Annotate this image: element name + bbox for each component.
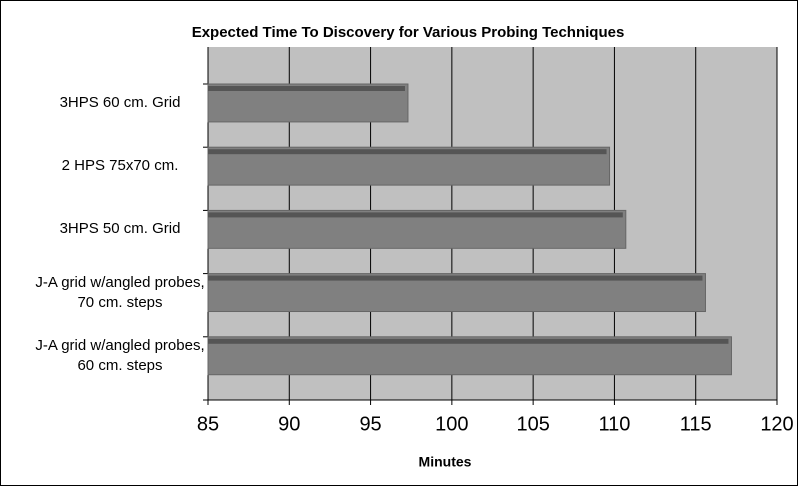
bar-highlight [208, 275, 703, 281]
bar-highlight [208, 212, 623, 218]
y-tick-label: J-A grid w/angled probes, 70 cm. steps [35, 273, 205, 311]
y-tick-label: 3HPS 50 cm. Grid [59, 220, 181, 238]
chart-title: Expected Time To Discovery for Various P… [192, 24, 625, 41]
x-tick-label: 110 [598, 413, 630, 435]
x-tick-label: 100 [435, 413, 468, 435]
y-tick-label: 2 HPS 75x70 cm. [61, 157, 179, 175]
bar-highlight [208, 149, 607, 155]
x-tick-label: 105 [516, 413, 549, 435]
x-tick-label: 115 [680, 413, 712, 435]
x-tick-label: 90 [278, 413, 300, 435]
bar-highlight [208, 338, 729, 344]
x-tick-label: 120 [760, 413, 793, 435]
y-tick-label: 3HPS 60 cm. Grid [59, 93, 181, 111]
x-axis-label: Minutes [419, 454, 472, 470]
bar-highlight [208, 86, 405, 91]
x-tick-label: 95 [359, 413, 381, 435]
y-tick-label: J-A grid w/angled probes, 60 cm. steps [35, 336, 205, 374]
x-tick-label: 85 [197, 413, 219, 435]
